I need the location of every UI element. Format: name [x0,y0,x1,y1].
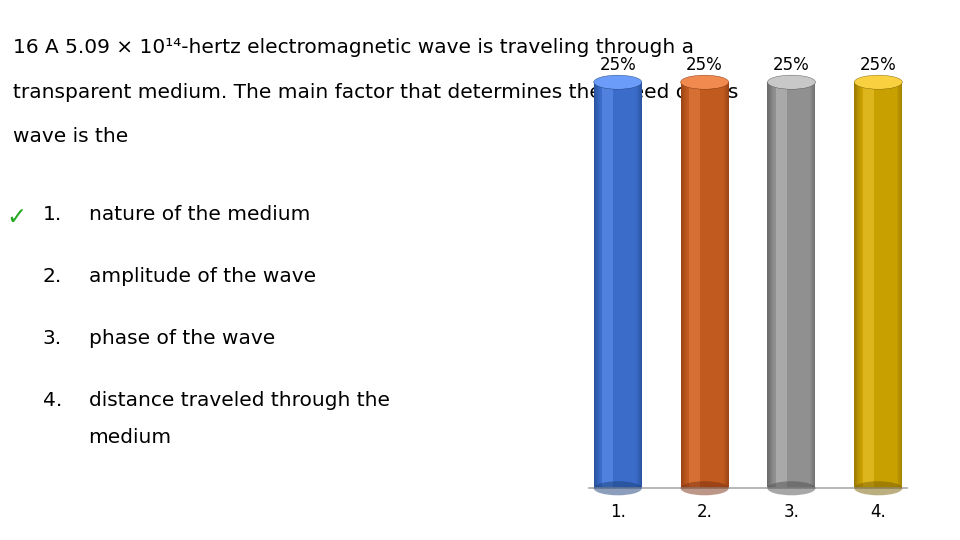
Text: 4.: 4. [871,503,886,522]
Ellipse shape [767,75,815,89]
Text: 25%: 25% [686,57,723,75]
Bar [689,82,700,488]
Text: 2.: 2. [697,503,712,522]
Text: 25%: 25% [599,57,636,75]
Text: wave is the: wave is the [12,127,128,146]
Text: 25%: 25% [860,57,897,75]
Ellipse shape [854,481,902,495]
Text: ✓: ✓ [7,205,27,229]
Bar [602,82,612,488]
Text: 1.: 1. [610,503,626,522]
Ellipse shape [681,481,729,495]
Bar [776,82,786,488]
Text: 2.: 2. [43,267,62,286]
Text: 3.: 3. [783,503,800,522]
Ellipse shape [593,75,642,89]
Ellipse shape [854,75,902,89]
Text: 4.: 4. [43,392,62,410]
Text: nature of the medium: nature of the medium [88,205,310,224]
Ellipse shape [767,481,815,495]
Text: 3.: 3. [43,329,62,348]
Bar [863,82,874,488]
Bar [767,82,815,488]
Bar [593,82,642,488]
Text: transparent medium. The main factor that determines the speed of this: transparent medium. The main factor that… [12,83,738,102]
Text: 1.: 1. [43,205,62,224]
Text: amplitude of the wave: amplitude of the wave [88,267,316,286]
Text: phase of the wave: phase of the wave [88,329,275,348]
Bar [854,82,902,488]
Text: medium: medium [88,428,172,447]
Text: 25%: 25% [773,57,810,75]
Bar [681,82,729,488]
Text: distance traveled through the: distance traveled through the [88,392,390,410]
Text: 16 A 5.09 × 10¹⁴-hertz electromagnetic wave is traveling through a: 16 A 5.09 × 10¹⁴-hertz electromagnetic w… [12,38,693,57]
Ellipse shape [593,481,642,495]
Ellipse shape [681,75,729,89]
